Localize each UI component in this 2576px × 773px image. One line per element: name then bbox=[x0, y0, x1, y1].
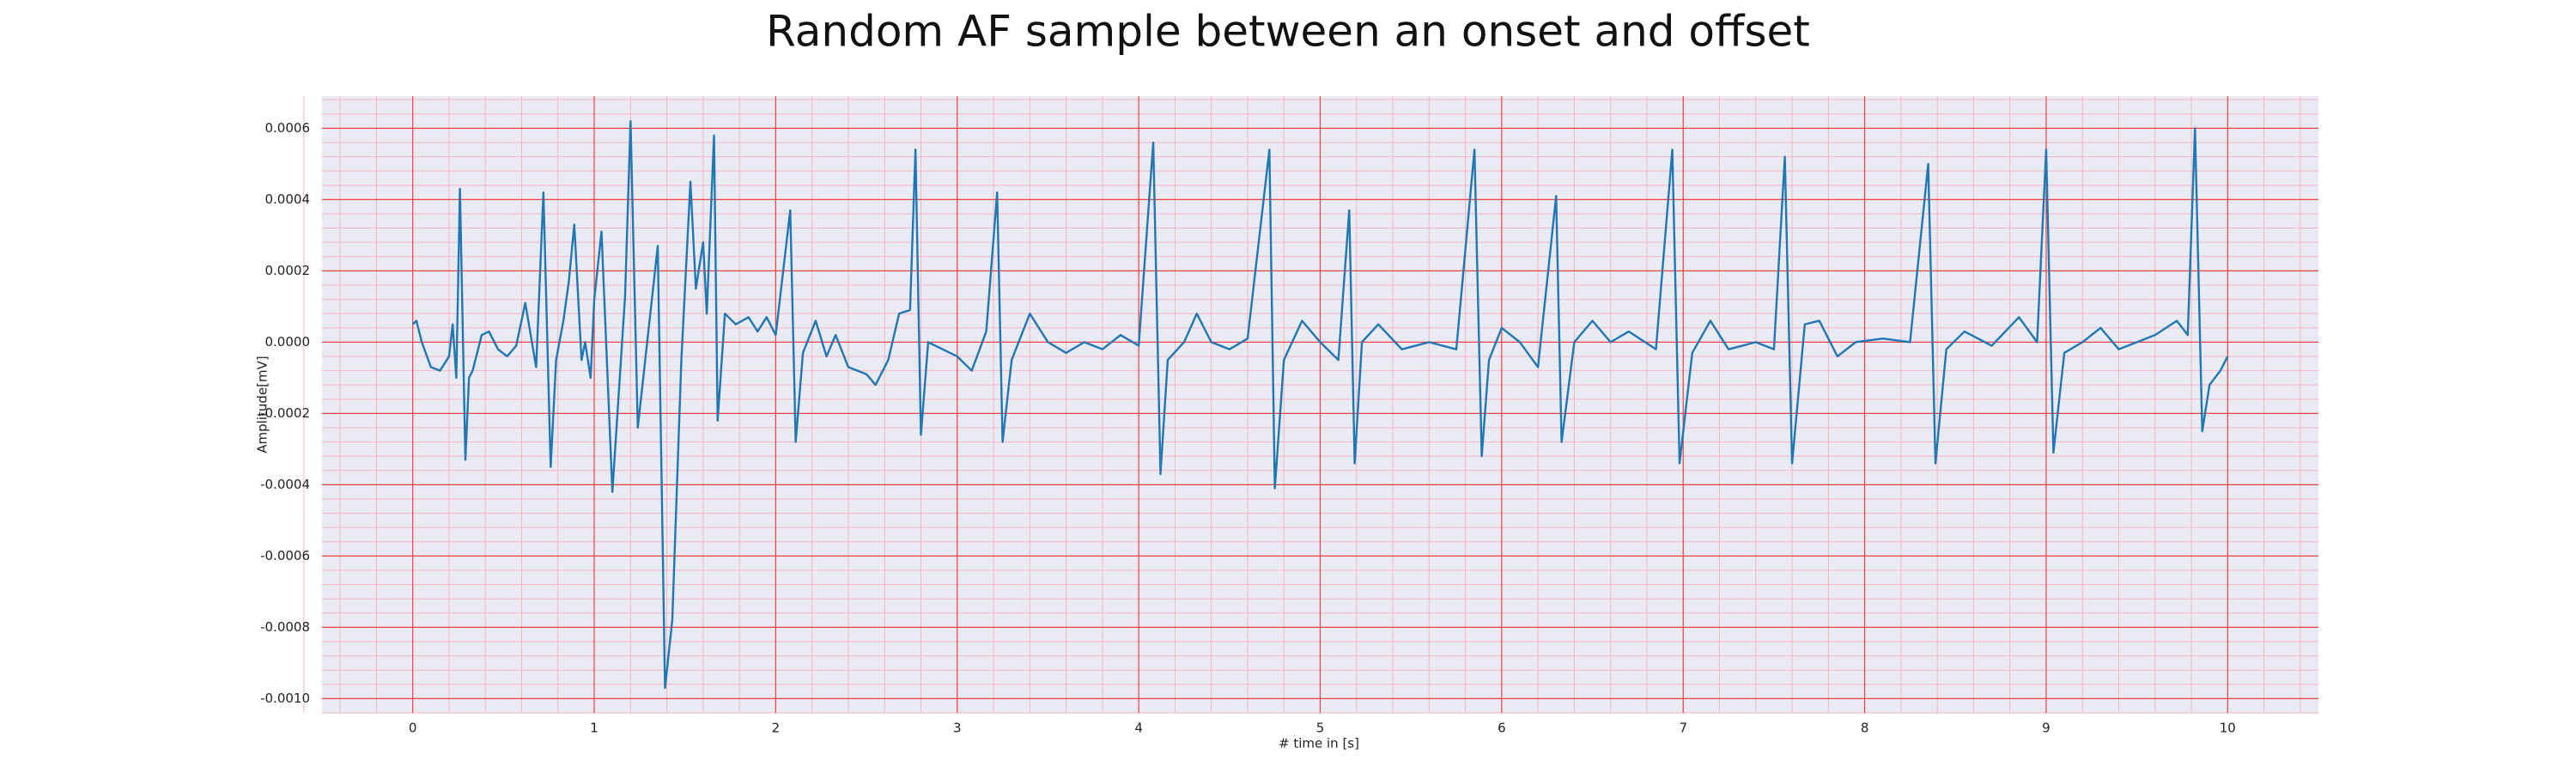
x-tick-label: 5 bbox=[1316, 721, 1325, 736]
x-tick-label: 1 bbox=[590, 721, 598, 736]
signal-line bbox=[411, 119, 2229, 690]
x-tick-label: 7 bbox=[1679, 721, 1687, 736]
y-tick-label: -0.0006 bbox=[260, 548, 310, 563]
y-tick-label: 0.0000 bbox=[265, 334, 311, 350]
y-tick-label: -0.0008 bbox=[260, 619, 310, 635]
y-tick-label: 0.0002 bbox=[265, 263, 311, 278]
x-tick-label: 8 bbox=[1861, 721, 1869, 736]
y-axis-label: Amplitude[mV] bbox=[255, 356, 270, 453]
y-tick-label: -0.0010 bbox=[260, 691, 310, 706]
x-axis-label: # time in [s] bbox=[1279, 736, 1359, 752]
y-tick-label: -0.0004 bbox=[260, 477, 310, 492]
x-tick-label: 3 bbox=[953, 721, 962, 736]
y-tick-label: 0.0006 bbox=[265, 120, 311, 136]
chart-title: Random AF sample between an onset and of… bbox=[766, 7, 1810, 57]
x-tick-label: 4 bbox=[1134, 721, 1143, 736]
x-tick-label: 9 bbox=[2042, 721, 2050, 736]
y-tick-label: -0.0002 bbox=[260, 405, 310, 421]
x-tick-label: 0 bbox=[409, 721, 417, 736]
x-tick-label: 2 bbox=[772, 721, 781, 736]
x-tick-label: 10 bbox=[2220, 721, 2236, 736]
plot bbox=[411, 119, 2229, 690]
y-tick-label: 0.0004 bbox=[265, 192, 311, 207]
x-tick-label: 6 bbox=[1498, 721, 1506, 736]
